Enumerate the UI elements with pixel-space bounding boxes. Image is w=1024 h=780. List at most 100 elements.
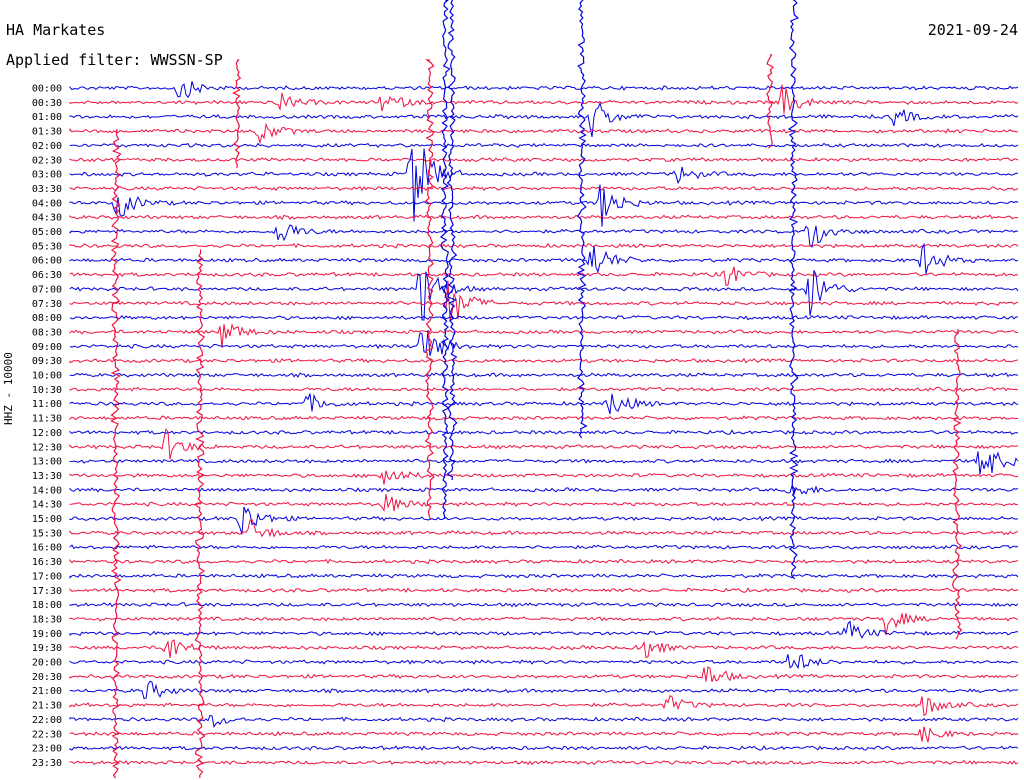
seismogram-spikes [110, 0, 963, 779]
row-label-0930: 09:30 [32, 356, 62, 367]
trace-2300 [69, 745, 1019, 751]
trace-0730 [69, 280, 1019, 322]
spike-9 [766, 54, 774, 149]
row-label-2300: 23:00 [32, 744, 62, 755]
trace-0830 [69, 323, 1018, 348]
trace-1500 [69, 506, 1019, 535]
trace-0400 [69, 184, 1019, 227]
row-label-0530: 05:30 [32, 241, 62, 252]
trace-1000 [69, 372, 1019, 378]
row-label-0700: 07:00 [32, 284, 62, 295]
trace-1700 [69, 573, 1019, 579]
trace-0230 [69, 157, 1019, 163]
row-label-1430: 14:30 [32, 500, 62, 511]
trace-0100 [69, 101, 1019, 137]
row-label-0430: 04:30 [32, 213, 62, 224]
row-label-0100: 01:00 [32, 112, 62, 123]
row-label-1930: 19:30 [32, 643, 62, 654]
trace-1630 [69, 558, 1019, 565]
trace-1900 [69, 620, 1019, 639]
row-label-0500: 05:00 [32, 227, 62, 238]
trace-0930 [69, 357, 1019, 364]
trace-1800 [69, 602, 1019, 608]
spike-7 [951, 329, 963, 640]
row-label-1130: 11:30 [32, 414, 62, 425]
trace-2030 [69, 666, 1019, 683]
row-label-2200: 22:00 [32, 715, 62, 726]
spike-8 [232, 59, 242, 169]
trace-1600 [69, 544, 1019, 550]
trace-1030 [69, 386, 1019, 392]
spike-1 [446, 0, 458, 481]
trace-0900 [69, 329, 1019, 356]
row-label-1630: 16:30 [32, 557, 62, 568]
date-label: 2021-09-24 [927, 21, 1018, 39]
trace-1730 [69, 587, 1019, 593]
spike-6 [194, 249, 206, 779]
row-label-0800: 08:00 [32, 313, 62, 324]
trace-1200 [69, 429, 1019, 436]
row-label-0830: 08:30 [32, 327, 62, 338]
row-label-2330: 23:30 [32, 758, 62, 769]
row-label-1830: 18:30 [32, 614, 62, 625]
row-label-1800: 18:00 [32, 600, 62, 611]
row-label-0400: 04:00 [32, 198, 62, 209]
trace-0530 [69, 242, 1019, 249]
row-label-1730: 17:30 [32, 586, 62, 597]
row-label-0730: 07:30 [32, 299, 62, 310]
row-label-1700: 17:00 [32, 571, 62, 582]
row-label-2030: 20:30 [32, 672, 62, 683]
row-label-1100: 11:00 [32, 399, 62, 410]
trace-1100 [69, 393, 1019, 415]
row-label-1400: 14:00 [32, 485, 62, 496]
row-label-1600: 16:00 [32, 543, 62, 554]
trace-2330 [69, 759, 1019, 766]
trace-0130 [69, 122, 1019, 145]
row-label-1030: 10:30 [32, 385, 62, 396]
row-label-0330: 03:30 [32, 184, 62, 195]
trace-2100 [69, 680, 1019, 700]
trace-0000 [69, 81, 1019, 99]
row-label-0300: 03:00 [32, 170, 62, 181]
row-label-0130: 01:30 [32, 127, 62, 138]
trace-1430 [69, 494, 1019, 513]
spike-4 [424, 59, 435, 520]
trace-0200 [69, 142, 1019, 149]
filter-label: Applied filter: WWSSN-SP [6, 51, 223, 69]
row-label-1300: 13:00 [32, 457, 62, 468]
trace-2200 [69, 714, 1019, 729]
row-label-1330: 13:30 [32, 471, 62, 482]
trace-2130 [69, 695, 1019, 717]
trace-0630 [69, 266, 1019, 287]
row-label-1900: 19:00 [32, 629, 62, 640]
row-label-1530: 15:30 [32, 528, 62, 539]
trace-0300 [69, 148, 1019, 222]
row-label-2130: 21:30 [32, 701, 62, 712]
trace-1530 [69, 519, 1019, 538]
row-label-1230: 12:30 [32, 442, 62, 453]
row-label-0600: 06:00 [32, 256, 62, 267]
row-label-0030: 00:30 [32, 98, 62, 109]
trace-0430 [69, 214, 1019, 221]
trace-0600 [69, 242, 1019, 275]
trace-2000 [69, 654, 1019, 670]
row-label-0000: 00:00 [32, 84, 62, 95]
station-title: HA Markates [6, 21, 106, 39]
seismogram-traces [69, 81, 1019, 766]
row-label-2100: 21:00 [32, 686, 62, 697]
trace-0500 [69, 224, 1019, 248]
row-label-0230: 02:30 [32, 155, 62, 166]
trace-1930 [69, 639, 1019, 659]
row-label-1200: 12:00 [32, 428, 62, 439]
spike-3 [787, 0, 800, 580]
spike-5 [110, 129, 122, 779]
spike-0 [439, 0, 451, 520]
trace-2230 [69, 726, 1019, 743]
trace-1130 [69, 415, 1018, 421]
trace-1230 [69, 427, 1019, 460]
row-label-0900: 09:00 [32, 342, 62, 353]
row-label-0200: 02:00 [32, 141, 62, 152]
trace-0030 [69, 84, 1019, 114]
spike-2 [576, 0, 588, 439]
